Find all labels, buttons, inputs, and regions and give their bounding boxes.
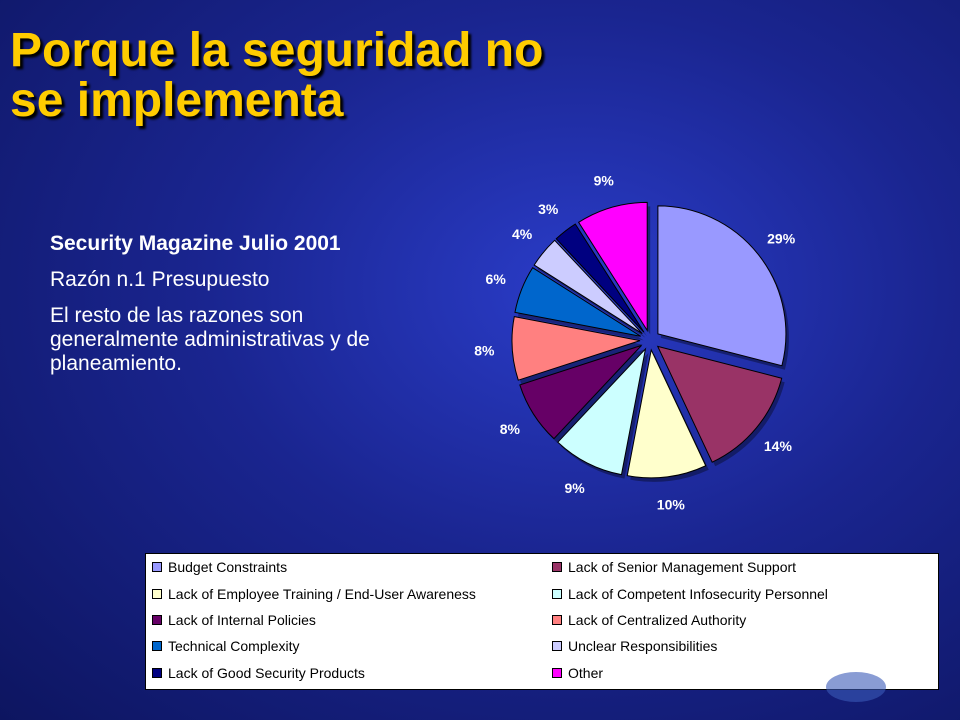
- slide-title: Porque la seguridad no se implementa: [10, 26, 710, 126]
- legend-label: Lack of Internal Policies: [168, 611, 316, 628]
- pie-label-10: 9%: [594, 173, 615, 189]
- pie-slice-5: [519, 344, 642, 440]
- legend-label: Lack of Employee Training / End-User Awa…: [168, 585, 476, 602]
- legend-label: Other: [568, 664, 604, 681]
- legend-label: Lack of Senior Management Support: [568, 559, 797, 576]
- legend-item-3: Lack of Employee Training / End-User Awa…: [146, 580, 546, 606]
- legend-label: Lack of Centralized Authority: [568, 611, 747, 628]
- slide-body: Security Magazine Julio 2001 Razón n.1 P…: [50, 232, 430, 388]
- pie-slice-4: [557, 347, 647, 476]
- legend-swatch: [152, 614, 162, 625]
- legend-item-8: Unclear Responsibilities: [546, 633, 936, 659]
- legend-item-5: Lack of Internal Policies: [146, 607, 546, 633]
- pie-slice-7: [514, 267, 641, 337]
- legend-label: Lack of Competent Infosecurity Personnel: [568, 585, 828, 602]
- chart-legend: Budget Constraints Lack of Senior Managem…: [145, 553, 939, 690]
- legend-item-1: Budget Constraints: [146, 554, 546, 580]
- pie-slice-3: [626, 348, 707, 479]
- pie-slice-6: [511, 316, 641, 381]
- legend-label: Technical Complexity: [168, 638, 300, 655]
- pie-slice-2: [656, 345, 783, 463]
- pie-label-4: 9%: [565, 480, 586, 496]
- legend-label: Unclear Responsibilities: [568, 638, 718, 655]
- pie-slice-1: [657, 205, 787, 367]
- legend-swatch: [552, 641, 562, 652]
- pie-label-7: 6%: [486, 271, 507, 287]
- slide-title-line2: se implementa: [10, 74, 344, 127]
- pie-label-6: 8%: [474, 342, 495, 358]
- legend-label: Budget Constraints: [168, 559, 288, 576]
- pie-slice-8: [533, 239, 643, 335]
- legend-swatch: [552, 562, 562, 573]
- legend-swatch: [152, 667, 162, 678]
- pie-label-3: 10%: [657, 497, 686, 513]
- legend-item-7: Technical Complexity: [146, 633, 546, 659]
- pie-label-2: 14%: [764, 438, 793, 454]
- slide-title-line1: Porque la seguridad no: [10, 24, 544, 77]
- legend-swatch: [552, 667, 562, 678]
- pie-slice-9: [555, 223, 645, 333]
- pie-label-1: 29%: [767, 230, 796, 246]
- pie-label-9: 3%: [538, 201, 559, 217]
- legend-item-4: Lack of Competent Infosecurity Personnel: [546, 580, 936, 606]
- legend-item-6: Lack of Centralized Authority: [546, 607, 936, 633]
- rest-reasons-text: El resto de las razones son generalmente…: [50, 304, 370, 375]
- legend-item-10: Other: [546, 660, 936, 686]
- legend-swatch: [552, 614, 562, 625]
- reason-one-text: Razón n.1 Presupuesto: [50, 268, 270, 291]
- pie-label-5: 8%: [500, 421, 521, 437]
- pie-label-8: 4%: [512, 226, 533, 242]
- legend-item-2: Lack of Senior Management Support: [546, 554, 936, 580]
- legend-label: Lack of Good Security Products: [168, 664, 365, 681]
- legend-swatch: [152, 588, 162, 599]
- source-text: Security Magazine Julio 2001: [50, 232, 341, 255]
- legend-swatch: [552, 588, 562, 599]
- pie-slice-10: [577, 201, 648, 333]
- pie-chart: 29% 14% 10% 9% 8% 8% 6% 4% 3% 9%: [474, 173, 796, 513]
- legend-item-9: Lack of Good Security Products: [146, 660, 546, 686]
- legend-swatch: [152, 562, 162, 573]
- legend-swatch: [152, 641, 162, 652]
- decorative-shape: [826, 672, 886, 702]
